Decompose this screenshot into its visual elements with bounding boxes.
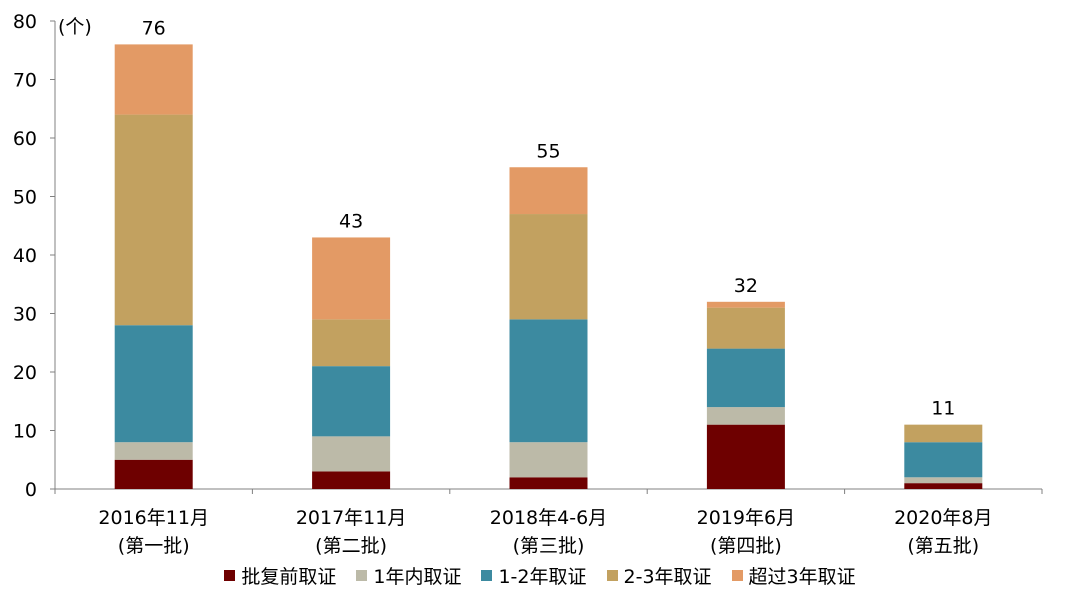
x-category-label: 2019年6月 (697, 507, 795, 529)
bar-segment-2 (312, 436, 391, 472)
legend-label: 1-2年取证 (498, 565, 587, 588)
bar-segment-4 (114, 114, 193, 326)
y-tick-label: 40 (13, 245, 37, 267)
y-tick-label: 30 (13, 304, 37, 326)
legend: 批复前取证 1年内取证 1-2年取证 2-3年取证 超过3年取证 (0, 562, 1080, 588)
bar-total-label: 32 (734, 275, 758, 297)
y-tick-label: 60 (13, 128, 37, 150)
y-tick-label: 70 (13, 70, 37, 92)
legend-label: 1年内取证 (373, 565, 462, 588)
y-tick-label: 80 (13, 11, 37, 33)
legend-swatch (731, 569, 743, 581)
legend-label: 批复前取证 (241, 565, 337, 588)
bar-segment-5 (312, 237, 391, 320)
legend-swatch (606, 569, 618, 581)
bar-segment-5 (706, 301, 785, 308)
x-category-label: (第二批) (315, 535, 387, 557)
legend-item: 批复前取证 (224, 562, 336, 589)
bar-segment-1 (904, 483, 983, 489)
y-unit-label: (个) (58, 16, 92, 38)
bar-segment-3 (904, 442, 983, 478)
legend-item: 超过3年取证 (731, 562, 856, 589)
legend-swatch (356, 569, 368, 581)
stacked-bar-chart: 0 10 20 30 40 50 60 70 80 (个) 76 2016年11月 (第一批) 43 201… (13, 11, 1043, 557)
x-category-label: 2016年11月 (98, 507, 209, 529)
y-tick-label: 20 (13, 362, 37, 384)
bar-segment-2 (706, 407, 785, 425)
bar-total-label: 76 (142, 17, 166, 39)
x-category-label: (第一批) (118, 535, 190, 557)
y-tick-label: 10 (13, 421, 37, 443)
bar-segment-2 (509, 442, 588, 478)
y-tick-label: 50 (13, 187, 37, 209)
bar-segment-4 (904, 424, 983, 443)
bar-segment-3 (509, 319, 588, 443)
x-category-label: 2018年4-6月 (490, 507, 607, 529)
bar-segment-4 (312, 319, 391, 367)
bar-total-label: 43 (339, 210, 363, 232)
legend-swatch (224, 569, 236, 581)
y-tick-label: 0 (25, 479, 37, 501)
x-category-label: (第三批) (513, 535, 585, 557)
bar-segment-1 (706, 424, 785, 489)
legend-item: 1年内取证 (356, 562, 461, 589)
bar-segment-5 (509, 167, 588, 215)
bar-total-label: 55 (536, 140, 560, 162)
legend-swatch (481, 569, 493, 581)
legend-item: 2-3年取证 (606, 562, 712, 589)
bar-total-label: 11 (931, 398, 955, 420)
bar-segment-3 (706, 348, 785, 408)
x-category-label: 2020年8月 (894, 507, 992, 529)
legend-label: 2-3年取证 (623, 565, 712, 588)
bar-segment-2 (114, 442, 193, 460)
bar-segment-5 (114, 44, 193, 115)
x-category-label: 2017年11月 (296, 507, 407, 529)
x-category-label: (第五批) (907, 535, 979, 557)
bar-segment-1 (114, 459, 193, 489)
bar-segment-1 (509, 477, 588, 489)
legend-item: 1-2年取证 (481, 562, 587, 589)
bar-segment-4 (509, 214, 588, 320)
bar-segment-2 (904, 477, 983, 484)
bar-segment-1 (312, 471, 391, 489)
x-category-label: (第四批) (710, 535, 782, 557)
legend-label: 超过3年取证 (748, 565, 856, 588)
bar-segment-3 (114, 325, 193, 443)
bar-segment-3 (312, 366, 391, 437)
bar-segment-4 (706, 307, 785, 349)
